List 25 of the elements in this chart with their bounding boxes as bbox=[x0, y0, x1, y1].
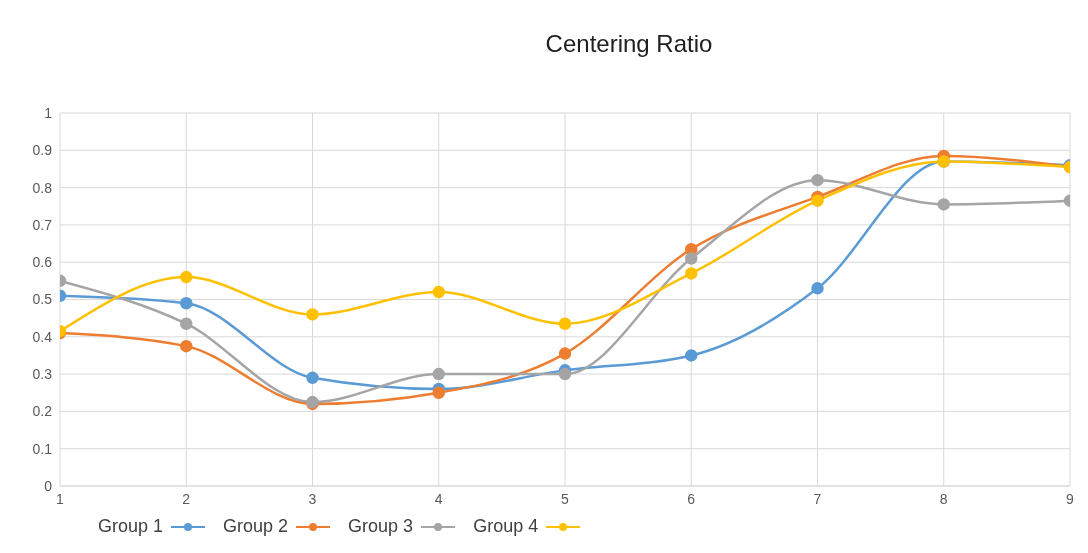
x-tick-label: 1 bbox=[56, 490, 65, 507]
legend-label: Group 1 bbox=[98, 516, 164, 537]
x-tick-label: 6 bbox=[687, 490, 696, 507]
legend-label: Group 2 bbox=[223, 516, 289, 537]
x-tick-label: 2 bbox=[182, 490, 191, 507]
chart-title: Centering Ratio bbox=[544, 30, 714, 58]
legend-label: Group 4 bbox=[473, 516, 539, 537]
y-tick-label: 0.1 bbox=[32, 440, 53, 457]
y-tick-label: 0.7 bbox=[32, 216, 53, 233]
y-tick-label: 0 bbox=[44, 477, 53, 494]
legend-label: Group 3 bbox=[348, 516, 414, 537]
x-tick-label: 3 bbox=[308, 490, 317, 507]
x-tick-label: 8 bbox=[939, 490, 948, 507]
y-tick-label: 0.3 bbox=[32, 366, 53, 383]
x-tick-label: 9 bbox=[1066, 490, 1075, 507]
y-tick-label: 0.9 bbox=[32, 142, 53, 159]
x-tick-label: 7 bbox=[813, 490, 822, 507]
x-tick-label: 4 bbox=[434, 490, 443, 507]
y-tick-label: 0.5 bbox=[32, 291, 53, 308]
y-tick-label: 0.4 bbox=[32, 328, 53, 345]
y-tick-label: 0.8 bbox=[32, 179, 53, 196]
y-tick-label: 1 bbox=[44, 104, 53, 121]
y-tick-label: 0.6 bbox=[32, 254, 53, 271]
y-tick-label: 0.2 bbox=[32, 403, 53, 420]
x-tick-label: 5 bbox=[561, 490, 570, 507]
